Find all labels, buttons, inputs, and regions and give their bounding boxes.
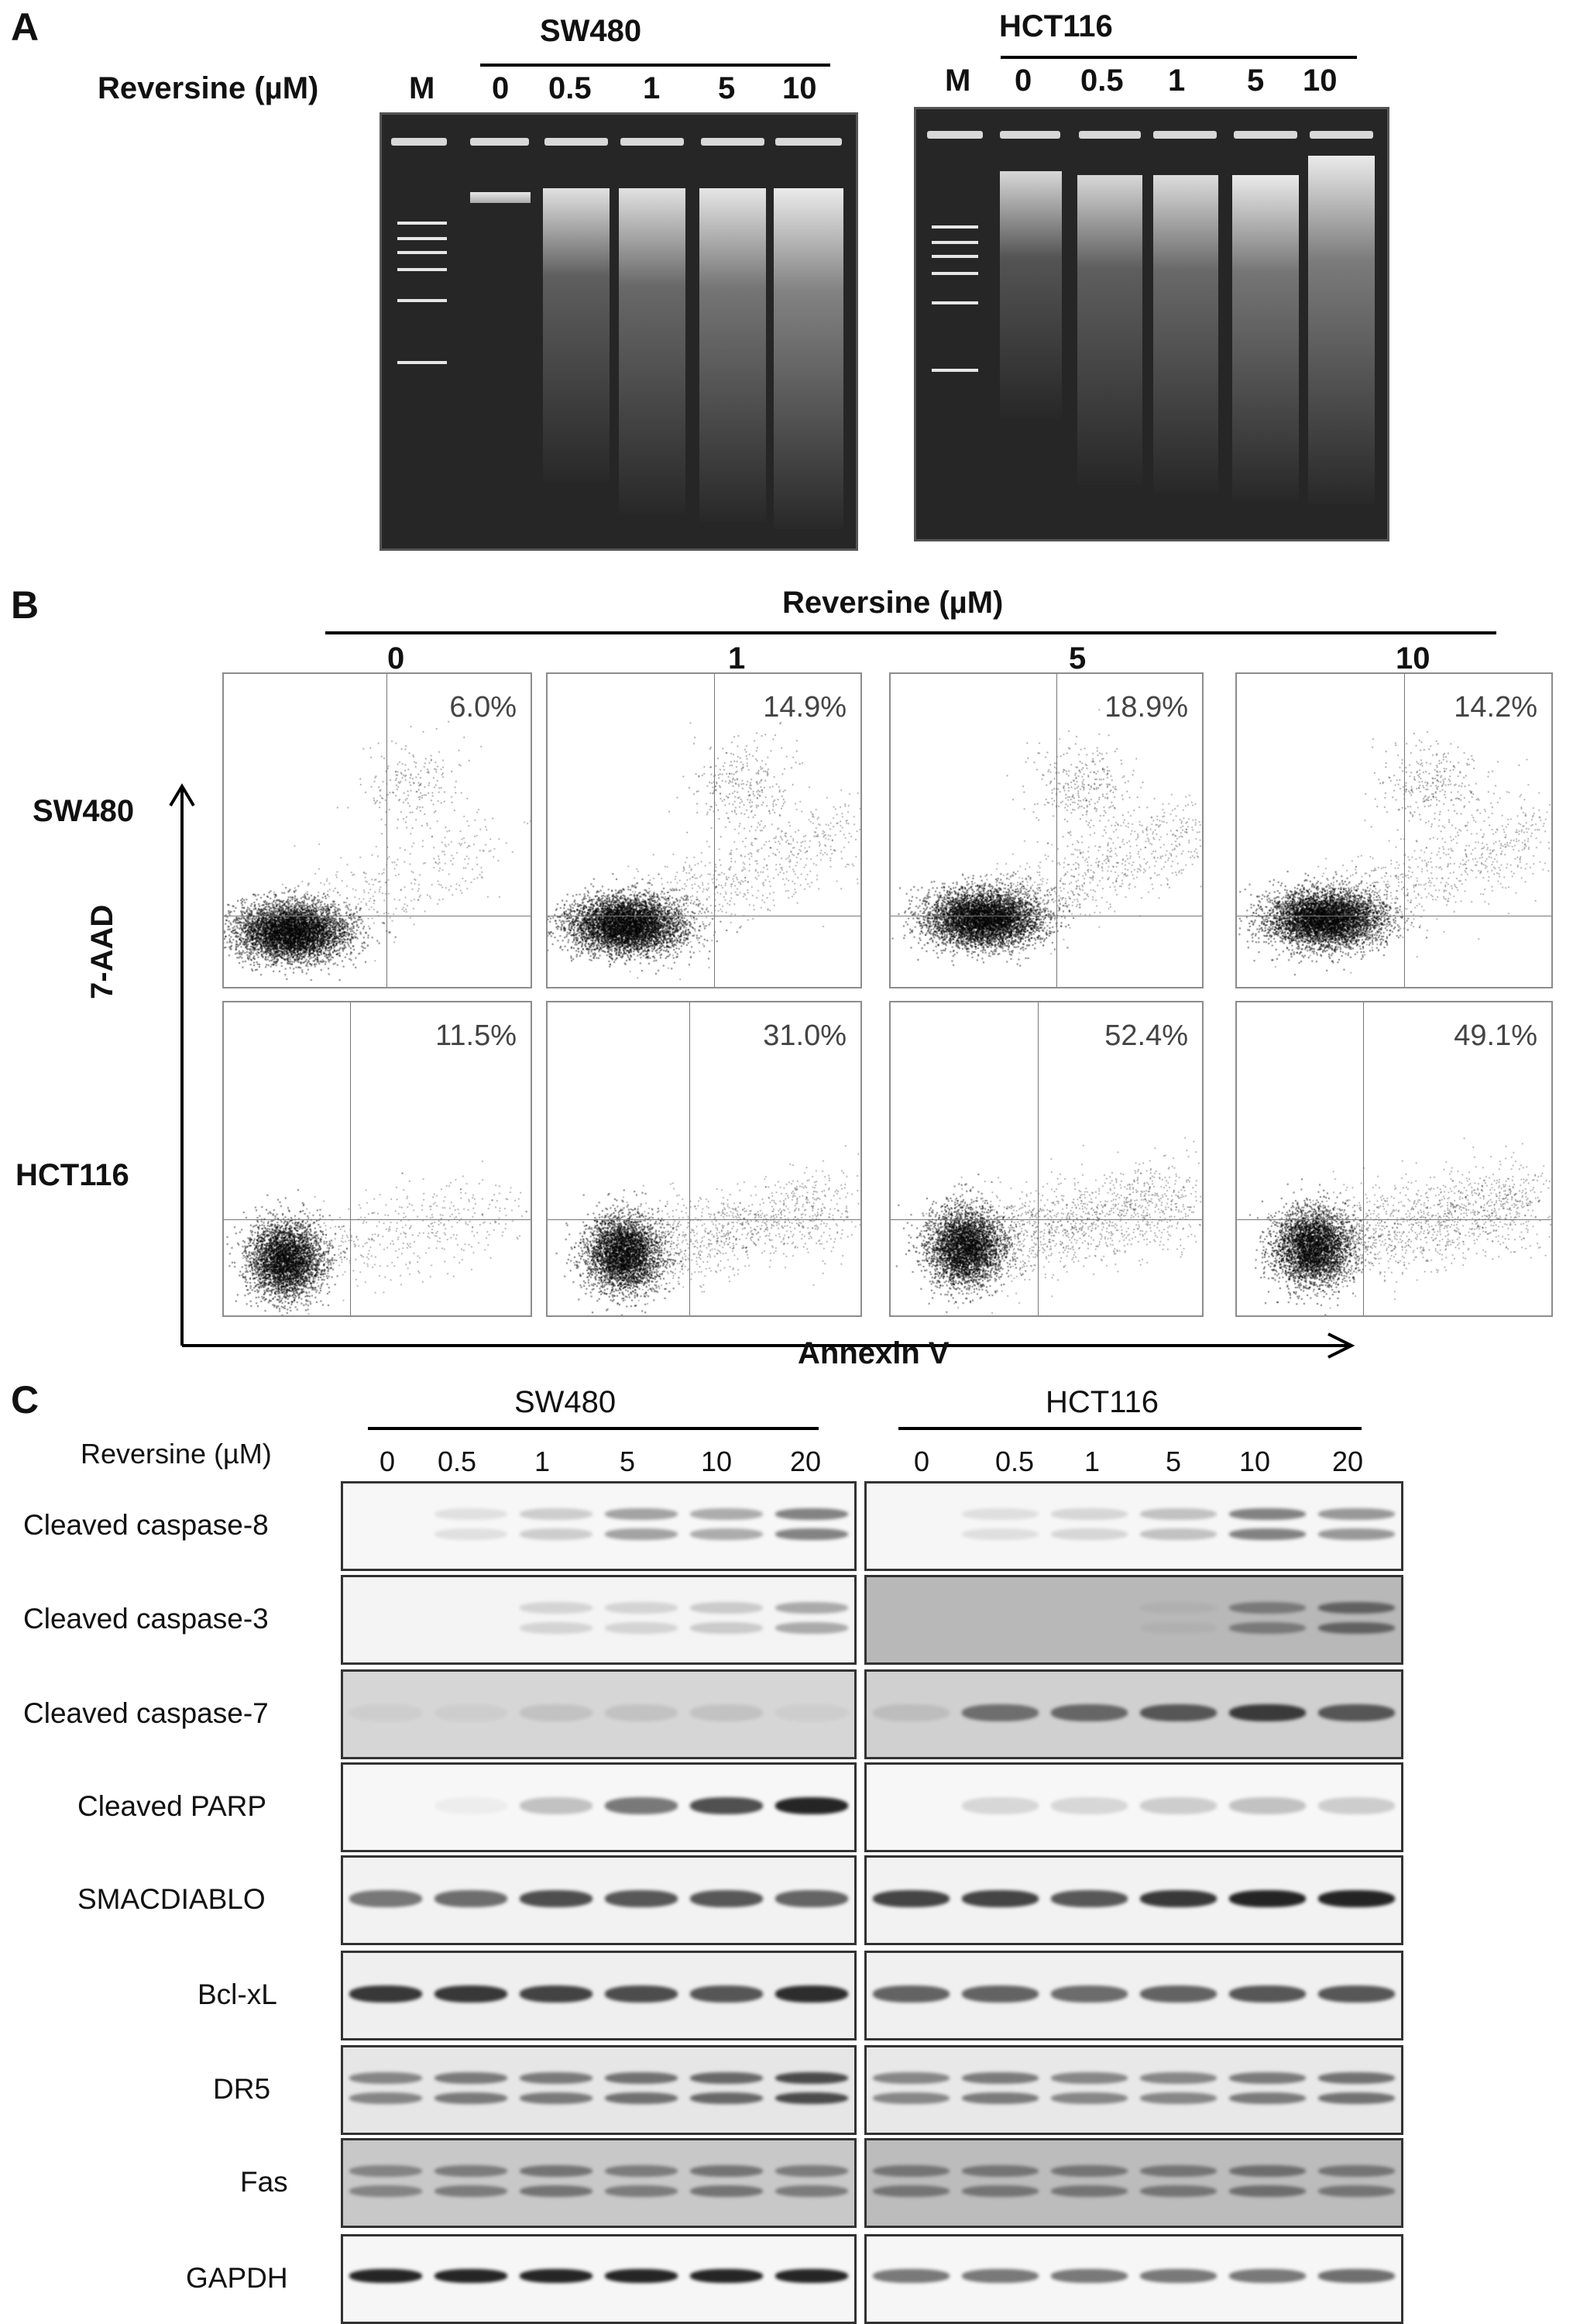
blot-lane-label: 0.5 bbox=[438, 1446, 477, 1477]
blot-strip bbox=[341, 1575, 857, 1665]
protein-label: GAPDH bbox=[186, 2262, 288, 2294]
gel-image-sw480 bbox=[380, 112, 858, 551]
flow-col-label: 10 bbox=[1396, 641, 1430, 676]
protein-label: Bcl-xL bbox=[197, 1978, 277, 2010]
blot-lane-label: 10 bbox=[701, 1446, 733, 1477]
panel-c-hct116-bar bbox=[898, 1427, 1362, 1430]
panel-c-sw480-bar bbox=[368, 1427, 819, 1430]
panel-c-reversine-label: Reversine (µM) bbox=[81, 1438, 272, 1470]
flow-plot: 18.9% bbox=[889, 672, 1204, 988]
blot-strip bbox=[864, 1669, 1403, 1759]
flow-percentage: 14.2% bbox=[1454, 691, 1537, 724]
blot-lane-label: 1 bbox=[1084, 1446, 1101, 1477]
blot-lane-label: 20 bbox=[790, 1446, 822, 1477]
protein-label: Cleaved caspase-7 bbox=[23, 1697, 269, 1729]
blot-strip bbox=[341, 1951, 857, 2040]
gel-a-lane-label: 0.5 bbox=[548, 71, 592, 105]
blot-strip bbox=[864, 1762, 1403, 1852]
blot-strip bbox=[864, 2045, 1403, 2135]
flow-percentage: 49.1% bbox=[1454, 1019, 1537, 1052]
protein-label: SMACDIABLO bbox=[77, 1883, 266, 1915]
blot-strip bbox=[341, 1669, 857, 1759]
panel-a-hct116-title: HCT116 bbox=[999, 9, 1113, 43]
flow-col-label: 5 bbox=[1069, 641, 1087, 676]
blot-strip bbox=[864, 1951, 1403, 2040]
blot-strip bbox=[341, 2045, 857, 2135]
flow-percentage: 52.4% bbox=[1104, 1019, 1188, 1052]
blot-lane-label: 5 bbox=[620, 1446, 636, 1477]
flow-col-label: 1 bbox=[728, 641, 746, 676]
flow-row-label-hct116: HCT116 bbox=[15, 1158, 129, 1192]
blot-strip bbox=[864, 2138, 1403, 2228]
flow-percentage: 11.5% bbox=[435, 1019, 517, 1052]
blot-lane-label: 1 bbox=[534, 1446, 551, 1477]
flow-x-axis-label: Annexin V bbox=[798, 1336, 950, 1370]
blot-lane-label: 20 bbox=[1332, 1446, 1364, 1477]
blot-lane-label: 0.5 bbox=[995, 1446, 1035, 1477]
protein-label: Fas bbox=[240, 2166, 288, 2198]
gel-b-lane-label: 1 bbox=[1168, 64, 1186, 98]
protein-label: Cleaved caspase-3 bbox=[23, 1603, 269, 1635]
blot-lane-label: 0 bbox=[914, 1446, 930, 1477]
protein-label: Cleaved caspase-8 bbox=[23, 1509, 269, 1541]
blot-lane-label: 5 bbox=[1166, 1446, 1182, 1477]
blot-strip bbox=[864, 1481, 1403, 1571]
blot-lane-label: 10 bbox=[1239, 1446, 1271, 1477]
blot-strip bbox=[864, 2234, 1403, 2324]
blot-strip bbox=[341, 2234, 857, 2324]
flow-plot: 6.0% bbox=[222, 672, 532, 988]
gel-image-hct116 bbox=[914, 107, 1389, 541]
flow-plot: 52.4% bbox=[889, 1001, 1204, 1317]
flow-plot: 31.0% bbox=[546, 1001, 862, 1317]
blot-lane-label: 0 bbox=[380, 1446, 396, 1477]
gel-b-lane-label: 5 bbox=[1247, 64, 1265, 98]
gel-a-lane-label: M bbox=[409, 71, 435, 105]
panel-b-reversine-label: Reversine (µM) bbox=[782, 586, 1004, 620]
flow-plot: 14.9% bbox=[546, 672, 862, 988]
blot-strip bbox=[864, 1575, 1403, 1665]
panel-c-letter: C bbox=[11, 1378, 39, 1422]
flow-plot: 49.1% bbox=[1235, 1001, 1553, 1317]
flow-y-axis-label: 7-AAD bbox=[85, 904, 119, 999]
blot-strip bbox=[341, 2138, 857, 2228]
protein-label: DR5 bbox=[213, 2073, 271, 2105]
flow-percentage: 31.0% bbox=[763, 1019, 847, 1052]
flow-plot: 11.5% bbox=[222, 1001, 532, 1317]
flow-plot: 14.2% bbox=[1235, 672, 1553, 988]
flow-percentage: 14.9% bbox=[763, 691, 847, 724]
flow-axes bbox=[169, 783, 1355, 1359]
gel-b-lane-label: M bbox=[945, 64, 971, 98]
flow-percentage: 6.0% bbox=[449, 691, 517, 724]
flow-row-label-sw480: SW480 bbox=[33, 794, 135, 828]
gel-b-lane-label: 0 bbox=[1015, 64, 1032, 98]
panel-c-sw480-title: SW480 bbox=[514, 1385, 616, 1419]
flow-percentage: 18.9% bbox=[1104, 691, 1188, 724]
panel-b-bar bbox=[325, 631, 1496, 634]
panel-a-sw480-bar bbox=[480, 64, 830, 67]
gel-b-lane-label: 0.5 bbox=[1080, 64, 1124, 98]
panel-b-letter: B bbox=[11, 583, 39, 627]
panel-c-hct116-title: HCT116 bbox=[1046, 1385, 1159, 1419]
gel-a-lane-label: 0 bbox=[492, 71, 510, 105]
blot-strip bbox=[341, 1481, 857, 1571]
blot-strip bbox=[341, 1762, 857, 1852]
gel-b-lane-label: 10 bbox=[1303, 64, 1338, 98]
panel-a-reversine-label: Reversine (µM) bbox=[98, 71, 319, 105]
protein-label: Cleaved PARP bbox=[77, 1790, 267, 1822]
panel-a-letter: A bbox=[11, 5, 39, 49]
gel-a-lane-label: 1 bbox=[643, 71, 661, 105]
blot-strip bbox=[341, 1855, 857, 1945]
flow-col-label: 0 bbox=[387, 641, 405, 676]
panel-a-hct116-bar bbox=[1001, 56, 1357, 59]
gel-a-lane-label: 10 bbox=[782, 71, 817, 105]
panel-a-sw480-title: SW480 bbox=[540, 14, 642, 48]
gel-a-lane-label: 5 bbox=[718, 71, 736, 105]
blot-strip bbox=[864, 1855, 1403, 1945]
